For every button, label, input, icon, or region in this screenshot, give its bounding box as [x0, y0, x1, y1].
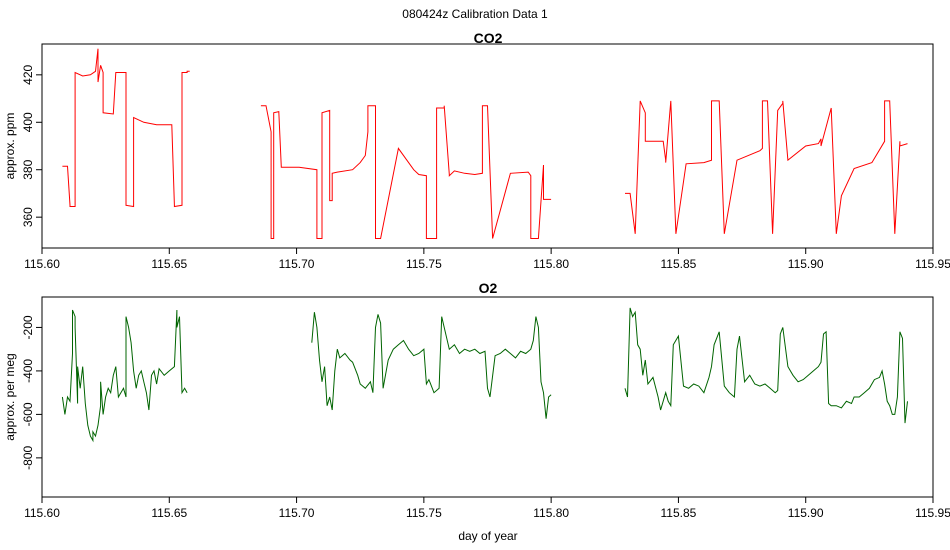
co2-series-line-2: [260, 105, 552, 239]
co2-x-tick-label: 115.90: [788, 257, 824, 271]
o2-panel-title: O2: [479, 280, 498, 296]
co2-x-tick-label: 115.70: [279, 257, 315, 271]
o2-series-group: [61, 307, 908, 443]
o2-y-tick-label: -200: [21, 315, 35, 339]
o2-x-axis-label: day of year: [458, 529, 517, 543]
co2-y-tick-label: 400: [21, 112, 35, 132]
co2-y-tick-label: 420: [21, 65, 35, 85]
co2-x-tick-label: 115.75: [406, 257, 442, 271]
co2-x-tick-label: 115.85: [661, 257, 697, 271]
o2-y-axis-label: approx. per meg: [3, 353, 17, 440]
o2-x-tick-label: 115.65: [151, 506, 187, 520]
o2-series-line-1: [61, 309, 188, 443]
co2-panel: CO2 approx. ppm 115.60 115.65 115.70 115.75…: [3, 30, 950, 271]
o2-x-tick-label: 115.60: [24, 506, 60, 520]
co2-x-tick-label: 115.60: [24, 257, 60, 271]
o2-x-tick-label: 115.70: [279, 506, 315, 520]
co2-series-group: [62, 48, 908, 239]
o2-x-tick-label: 115.80: [533, 506, 569, 520]
co2-y-axis: 360 380 400 420: [21, 65, 42, 227]
o2-series-line-3: [624, 307, 908, 424]
o2-x-tick-label: 115.90: [788, 506, 824, 520]
co2-x-tick-label: 115.65: [151, 257, 187, 271]
o2-x-tick-label: 115.75: [406, 506, 442, 520]
o2-panel: O2 approx. per meg day of year 115.60 115…: [3, 280, 950, 543]
co2-series-line-1: [62, 48, 190, 208]
co2-y-tick-label: 360: [21, 207, 35, 227]
o2-y-tick-label: -400: [21, 359, 35, 383]
co2-series-line-3: [625, 100, 908, 234]
co2-x-tick-label: 115.95: [915, 257, 950, 271]
o2-y-tick-label: -600: [21, 402, 35, 426]
co2-plot-frame: [41, 43, 934, 249]
o2-x-tick-label: 115.95: [915, 506, 950, 520]
co2-x-tick-label: 115.80: [533, 257, 569, 271]
figure-title: 080424z Calibration Data 1: [402, 7, 548, 21]
co2-y-axis-label: approx. ppm: [3, 113, 17, 180]
o2-y-tick-label: -800: [21, 446, 35, 470]
o2-plot-frame: [41, 296, 934, 498]
o2-y-axis: -800 -600 -400 -200: [21, 315, 42, 470]
co2-panel-title: CO2: [474, 30, 503, 46]
o2-x-axis: 115.60 115.65 115.70 115.75 115.80 115.85 115.…: [24, 497, 950, 520]
co2-x-axis: 115.60 115.65 115.70 115.75 115.80 115.85 115.…: [24, 248, 950, 271]
o2-series-line-2: [311, 312, 552, 419]
o2-x-tick-label: 115.85: [661, 506, 697, 520]
co2-y-tick-label: 380: [21, 159, 35, 179]
